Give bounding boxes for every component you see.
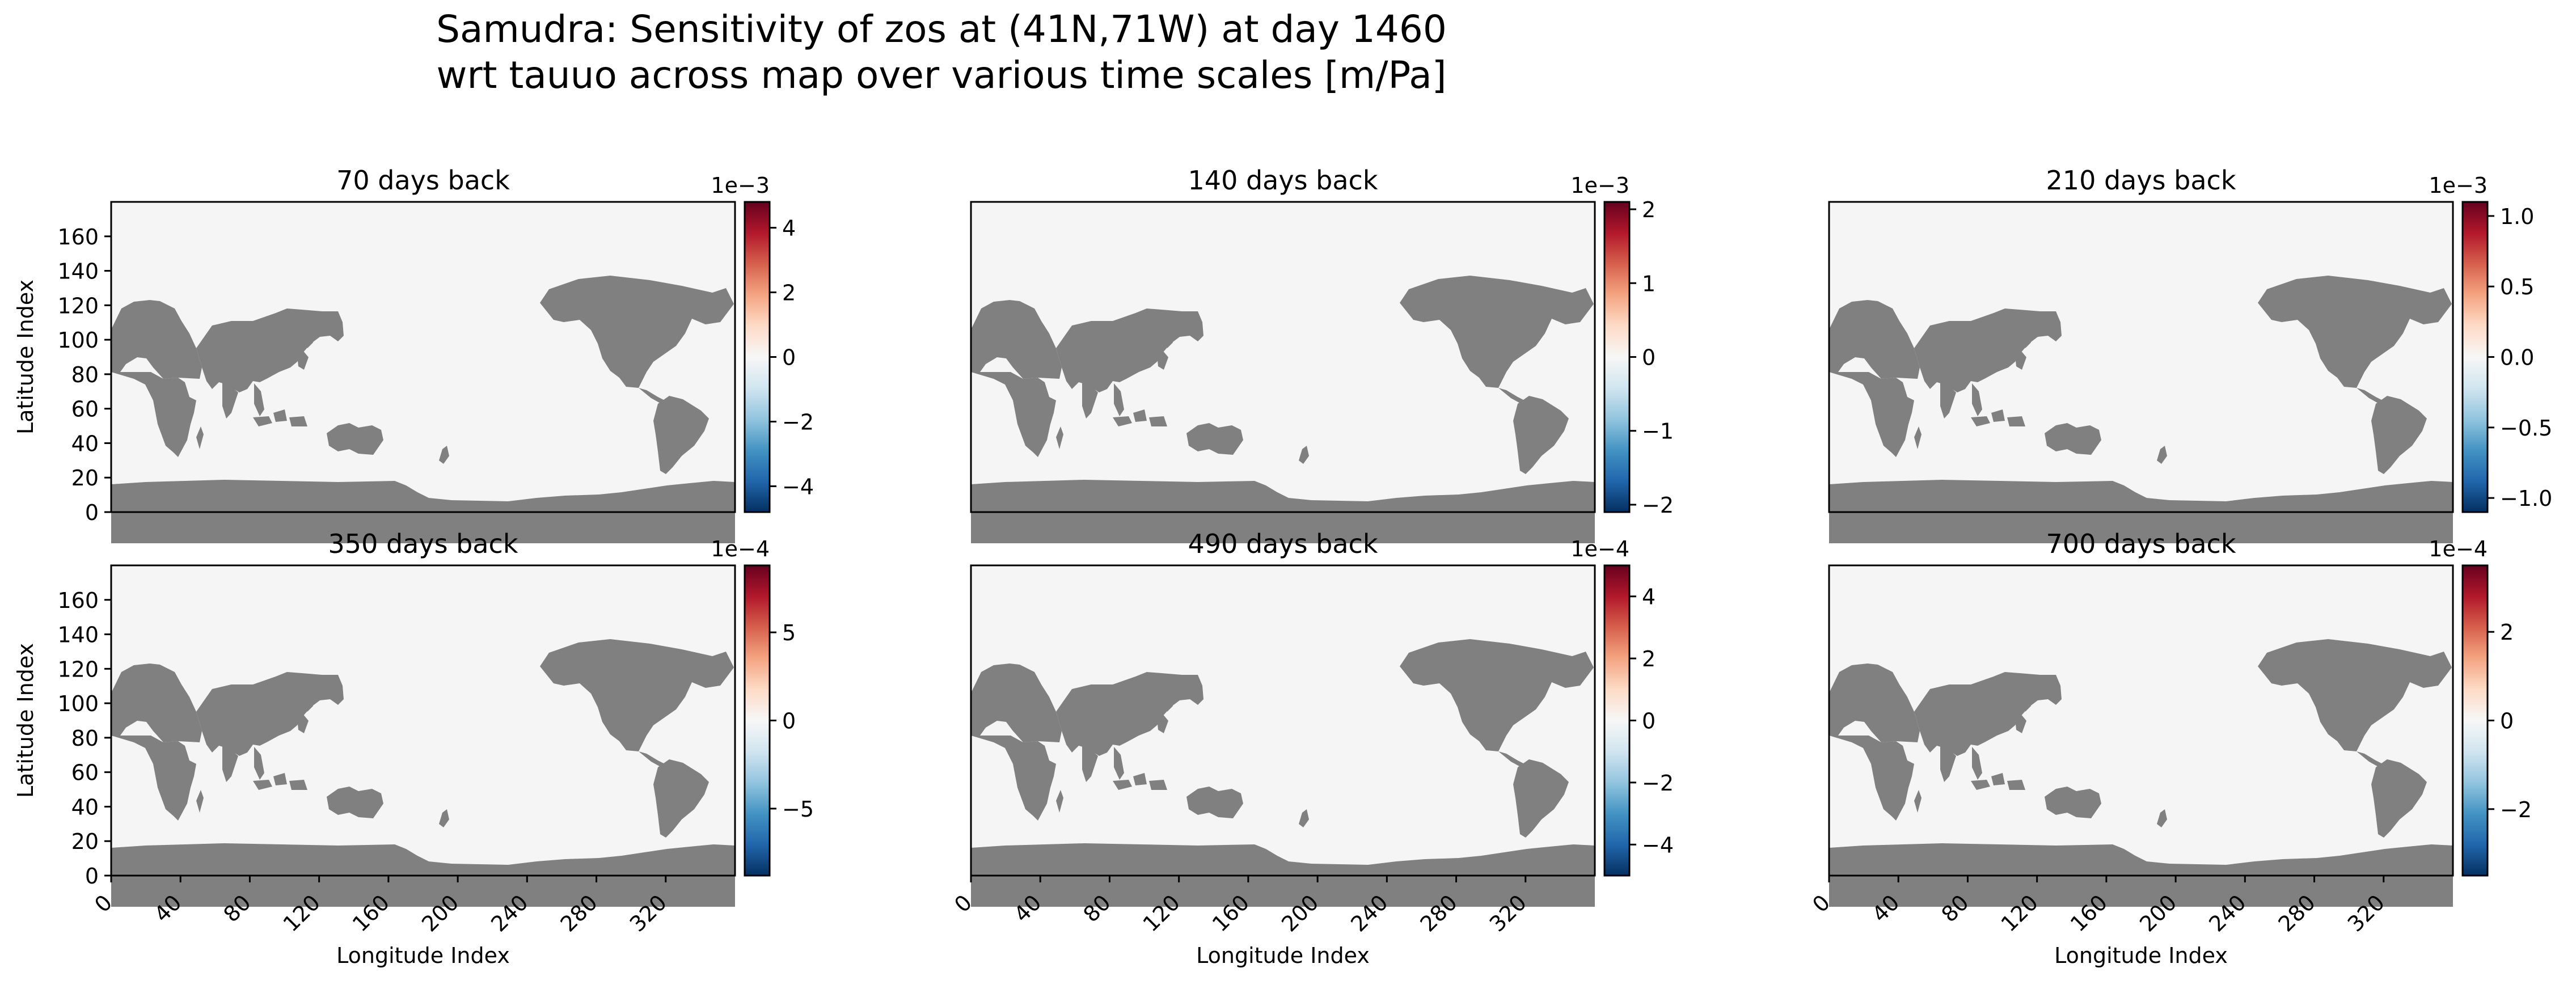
- x-axis-label: Longitude Index: [336, 943, 510, 968]
- figure-title-line1: Samudra: Sensitivity of zos at (41N,71W)…: [436, 7, 1447, 51]
- y-tick-label: 0: [85, 864, 99, 889]
- colorbar-tick-label: −1.0: [2500, 486, 2552, 511]
- y-tick-label: 40: [71, 431, 99, 456]
- colorbar-tick-label: 0: [1642, 345, 1656, 370]
- colorbar-multiplier: 1e−4: [2429, 536, 2488, 561]
- colorbar-tick-label: 2: [782, 281, 796, 306]
- colorbar-tick-label: −2: [782, 409, 814, 434]
- y-tick-label: 0: [85, 500, 99, 525]
- axes-frame: [970, 564, 1596, 877]
- colorbar: [745, 202, 770, 512]
- colorbar-tick-label: 1: [1642, 271, 1656, 296]
- colorbar-tick-label: 0.0: [2500, 345, 2534, 370]
- colorbar-tick-label: 0.5: [2500, 274, 2534, 299]
- colorbar: [1604, 202, 1629, 512]
- colorbar-tick-label: −5: [782, 797, 814, 822]
- panel-title: 490 days back: [1188, 529, 1378, 559]
- y-tick-label: 20: [71, 466, 99, 491]
- y-axis-label: Latitude Index: [13, 280, 38, 434]
- figure-title-line2: wrt tauuo across map over various time s…: [436, 53, 1446, 97]
- axes-frame: [1828, 201, 2454, 513]
- axes-frame: [970, 201, 1596, 513]
- heatmap-panel-3: 210 days back 1.0 0.5 0.0 −0.5 −1.0 1e−3: [1828, 165, 2552, 543]
- colorbar-multiplier: 1e−3: [1570, 173, 1629, 198]
- colorbar-multiplier: 1e−4: [711, 536, 770, 561]
- colorbar-multiplier: 1e−3: [711, 173, 770, 198]
- panel-title: 70 days back: [336, 165, 510, 196]
- colorbar-multiplier: 1e−3: [2429, 173, 2488, 198]
- axes-frame: [110, 201, 736, 513]
- colorbar-tick-label: 4: [782, 216, 796, 241]
- colorbar-tick-label: 0: [2500, 709, 2514, 734]
- panel-grid: 70 days back020406080100120140160Latitud…: [13, 165, 2552, 968]
- colorbar-tick-label: −2: [2500, 797, 2532, 822]
- colorbar: [2463, 202, 2488, 512]
- x-axis-label: Longitude Index: [1196, 943, 1370, 968]
- y-tick-label: 160: [57, 225, 99, 250]
- y-tick-label: 60: [71, 397, 99, 422]
- colorbar: [2463, 565, 2488, 876]
- heatmap-panel-4: 350 days back 0 20 40 60 80 100 120 140 160 Latitu…: [13, 529, 814, 968]
- colorbar-tick-label: 5: [782, 620, 796, 645]
- x-axis-label: Longitude Index: [2054, 943, 2228, 968]
- colorbar-tick-label: −4: [782, 474, 814, 499]
- y-tick-label: 80: [71, 726, 99, 751]
- colorbar-tick-label: 0: [782, 345, 796, 370]
- colorbar-tick-label: 0: [1642, 709, 1656, 734]
- y-tick-label: 20: [71, 829, 99, 854]
- y-tick-label: 80: [71, 362, 99, 387]
- panel-title: 210 days back: [2046, 165, 2236, 196]
- y-tick-label: 160: [57, 588, 99, 613]
- panel-title: 350 days back: [328, 529, 518, 559]
- colorbar: [1604, 565, 1629, 876]
- panel-title: 700 days back: [2046, 529, 2236, 559]
- y-tick-label: 120: [57, 657, 99, 682]
- colorbar-tick-label: −0.5: [2500, 416, 2552, 441]
- y-tick-label: 140: [57, 623, 99, 648]
- panel-title: 140 days back: [1188, 165, 1378, 196]
- colorbar: [745, 565, 770, 876]
- colorbar-tick-label: 2: [1642, 646, 1656, 671]
- colorbar-tick-label: −1: [1642, 419, 1674, 444]
- axes-frame: [110, 564, 736, 877]
- colorbar-tick-label: 1.0: [2500, 204, 2534, 229]
- colorbar-tick-label: −2: [1642, 493, 1674, 518]
- heatmap-panel-2: 140 days back 2 1 0 −1 −2 1e−3: [970, 165, 1674, 543]
- colorbar-tick-label: −2: [1642, 771, 1674, 796]
- y-tick-label: 100: [57, 691, 99, 716]
- colorbar-tick-label: −4: [1642, 832, 1674, 857]
- y-axis-label: Latitude Index: [13, 643, 38, 798]
- colorbar-tick-label: 2: [2500, 620, 2514, 645]
- colorbar-tick-label: 0: [782, 709, 796, 734]
- axes-frame: [1828, 564, 2454, 877]
- y-tick-label: 100: [57, 328, 99, 353]
- y-tick-label: 40: [71, 794, 99, 819]
- y-tick-label: 140: [57, 259, 99, 284]
- y-tick-label: 60: [71, 760, 99, 785]
- colorbar-tick-label: 4: [1642, 585, 1656, 610]
- colorbar-tick-label: 2: [1642, 197, 1656, 222]
- colorbar-multiplier: 1e−4: [1570, 536, 1629, 561]
- y-tick-label: 120: [57, 293, 99, 318]
- heatmap-panel-1: 70 days back020406080100120140160Latitud…: [13, 165, 814, 543]
